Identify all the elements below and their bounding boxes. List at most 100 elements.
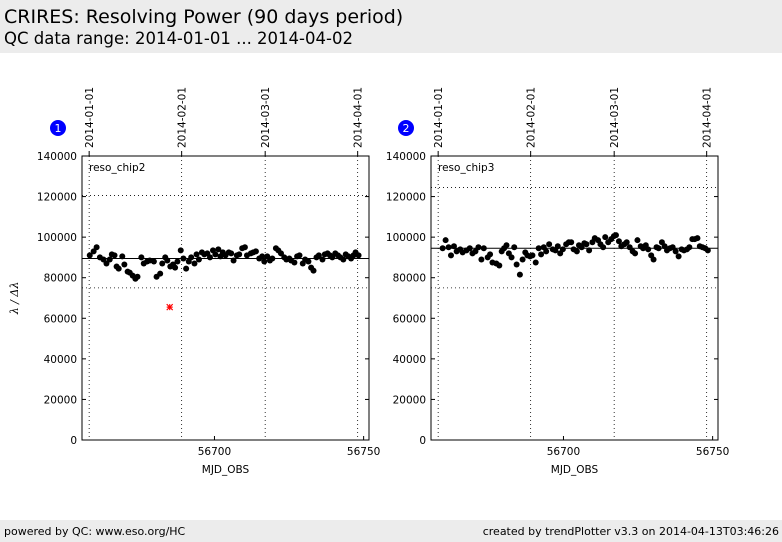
chart-2-data-point	[496, 262, 503, 269]
chart-2-data-point	[529, 252, 536, 259]
chart-1-data-point	[340, 256, 347, 263]
chart-2-date-label: 2014-03-01	[609, 87, 621, 148]
chart-2-data-point	[516, 271, 523, 278]
chart-1-data-point	[150, 258, 157, 265]
chart-2-data-point	[573, 248, 580, 255]
chart-2-data-point	[634, 237, 641, 244]
chart-2-data-point	[442, 237, 449, 244]
chart-2-data-point	[623, 239, 630, 246]
chart-2-data-point	[694, 235, 701, 242]
chart-1-data-point	[180, 255, 187, 262]
chart-1-data-point	[212, 251, 219, 258]
chart-1-data-point	[172, 264, 179, 271]
chart-1-y-tick-label: 100000	[37, 232, 77, 244]
chart-1-outlier-point	[166, 303, 174, 311]
chart-1-frame	[81, 155, 370, 441]
chart-2-y-tick-label: 60000	[393, 313, 426, 325]
chart-2-frame	[430, 155, 719, 441]
chart-2-data-point	[503, 242, 510, 249]
chart-2-data-point	[600, 244, 607, 251]
chart-2-data-point	[586, 247, 593, 254]
chart-2-data-point	[602, 234, 609, 241]
chart-1-data-point	[119, 253, 126, 260]
chart-2-x-axis-label: MJD_OBS	[551, 464, 599, 476]
chart-2-data-point	[568, 239, 575, 246]
chart-1-series-label: reso_chip2	[89, 162, 145, 174]
page-title: CRIRES: Resolving Power (90 days period)	[4, 6, 404, 28]
chart-1-date-label: 2014-04-01	[353, 87, 365, 148]
chart-2-date-label: 2014-02-01	[526, 87, 538, 148]
chart-1-data-point	[183, 265, 190, 272]
chart-2-x-tick-label: 56750	[696, 446, 729, 458]
chart-1-data-point	[134, 273, 141, 280]
chart-2-y-tick-label: 100000	[386, 232, 426, 244]
chart-2-data-point	[532, 259, 539, 266]
chart-2-data-point	[686, 244, 693, 251]
chart-1-data-point	[215, 246, 222, 253]
chart-1-data-point	[315, 252, 322, 259]
chart-2-data-point	[535, 245, 542, 252]
chart-1-data-point	[138, 254, 145, 261]
chart-2-data-point	[513, 261, 520, 268]
chart-2-y-tick-label: 140000	[386, 151, 426, 163]
chart-2-y-tick-label: 80000	[393, 273, 426, 285]
chart-1-y-tick-label: 120000	[37, 192, 77, 204]
chart-1-data-point	[305, 258, 312, 265]
chart-1-data-point	[111, 252, 118, 259]
chart-1-data-point	[159, 260, 166, 267]
chart-panel-2: 2014-01-01 2014-02-01 2014-03-01 2014-04-01…	[386, 87, 729, 476]
chart-2-date-label: 2014-04-01	[702, 87, 714, 148]
chart-1-data-point	[115, 265, 122, 272]
chart-2-data-point	[546, 241, 553, 248]
chart-2-data-point	[650, 256, 657, 263]
chart-1-data-point	[195, 256, 202, 263]
chart-2-data-point	[672, 248, 679, 255]
chart-1-data-point	[206, 254, 213, 261]
chart-2-data-point	[447, 252, 454, 259]
chart-1-data-point	[103, 260, 110, 267]
chart-2-data-point	[511, 244, 518, 251]
chart-1-y-axis-label: λ / Δλ	[8, 282, 21, 316]
chart-2-y-tick-label: 120000	[386, 192, 426, 204]
footer-generator: created by trendPlotter v3.3 on 2014-04-…	[482, 525, 779, 538]
chart-1-data-point	[164, 257, 171, 264]
chart-2-y-tick-label: 0	[419, 435, 426, 447]
chart-2-badge	[398, 120, 414, 136]
chart-1-badge-number: 1	[55, 122, 62, 135]
header-bar: CRIRES: Resolving Power (90 days period)…	[0, 0, 782, 53]
footer-credit: powered by QC: www.eso.org/HC	[4, 525, 186, 538]
chart-2-data-point	[632, 250, 639, 257]
chart-1-data-point	[296, 252, 303, 259]
chart-1-data-point	[174, 258, 181, 265]
chart-1-date-label: 2014-01-01	[84, 87, 96, 148]
chart-2-y-tick-label: 20000	[393, 394, 426, 406]
chart-1-y-tick-label: 60000	[44, 313, 77, 325]
chart-2-x-tick-label: 56700	[547, 446, 580, 458]
chart-2-date-label: 2014-01-01	[433, 87, 445, 148]
chart-1-data-point	[121, 261, 128, 268]
chart-2-data-point	[487, 251, 494, 258]
chart-1-data-point	[241, 244, 248, 251]
chart-2-data-point	[655, 245, 662, 252]
chart-2-badge-number: 2	[403, 122, 410, 135]
chart-1-data-point	[157, 270, 164, 277]
chart-2-data-point	[612, 232, 619, 239]
chart-2-data-point	[466, 245, 473, 252]
chart-1-data-point	[86, 252, 93, 259]
chart-1-data-point	[269, 255, 276, 262]
chart-2-data-point	[445, 244, 452, 251]
chart-2-data-point	[519, 256, 526, 263]
chart-1-data-point	[230, 257, 237, 264]
chart-2-data-point	[645, 246, 652, 253]
chart-2-data-point	[478, 256, 485, 263]
chart-2-data-point	[450, 243, 457, 250]
page-subtitle: QC data range: 2014-01-01 ... 2014-04-02	[4, 29, 353, 48]
chart-1-data-point	[355, 252, 362, 259]
chart-1-data-point	[106, 256, 113, 263]
chart-1-y-tick-label: 80000	[44, 273, 77, 285]
chart-1-data-point	[291, 259, 298, 266]
chart-1-data-point	[310, 267, 317, 274]
chart-1-date-label: 2014-03-01	[260, 87, 272, 148]
chart-1-data-point	[228, 250, 235, 257]
chart-1-x-tick-label: 56750	[347, 446, 380, 458]
